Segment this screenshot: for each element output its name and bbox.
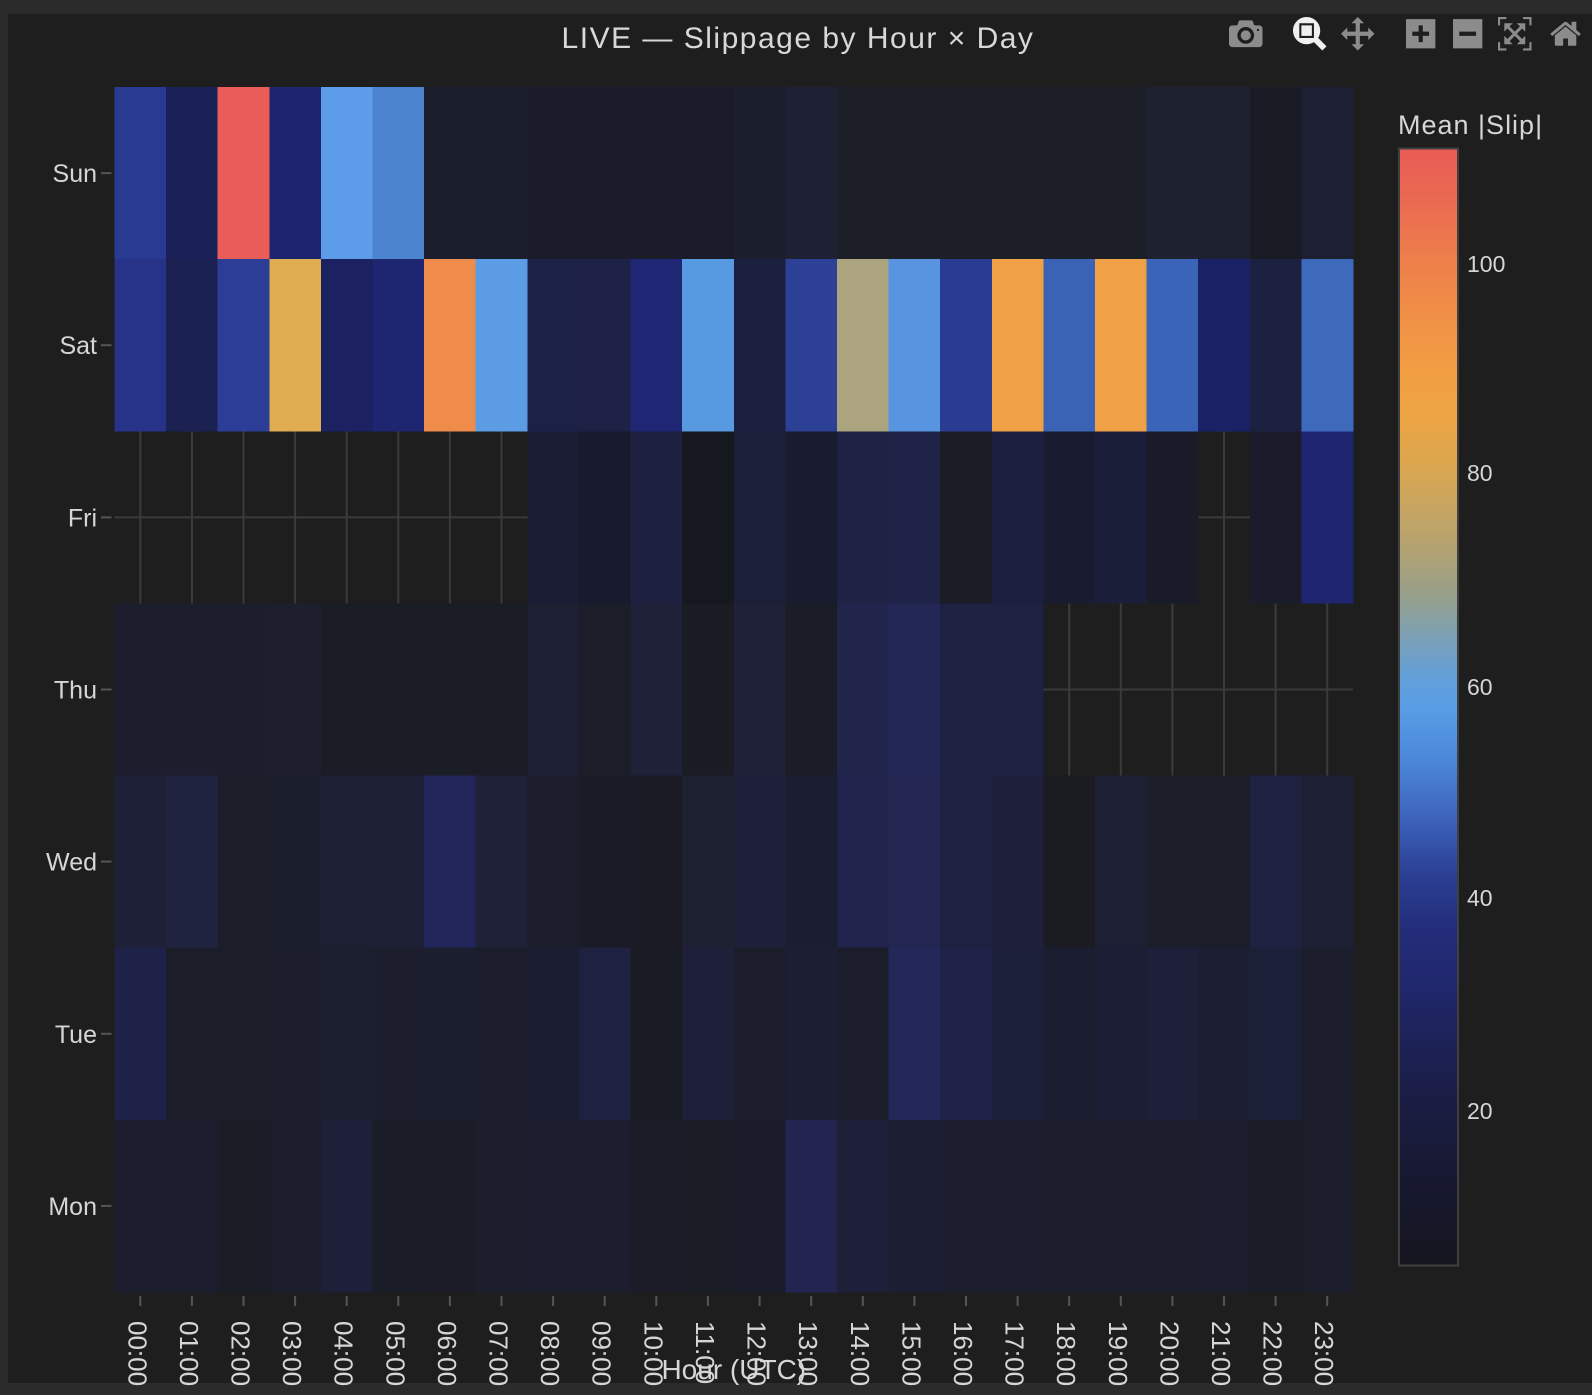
svg-text:Mon: Mon bbox=[48, 1193, 97, 1221]
svg-text:Sun: Sun bbox=[53, 160, 97, 188]
svg-text:19:00: 19:00 bbox=[1103, 1321, 1133, 1386]
svg-text:02:00: 02:00 bbox=[226, 1321, 256, 1386]
svg-text:20: 20 bbox=[1467, 1098, 1493, 1124]
svg-text:00:00: 00:00 bbox=[122, 1321, 152, 1386]
svg-text:Sat: Sat bbox=[59, 332, 97, 360]
svg-text:100: 100 bbox=[1467, 251, 1505, 277]
svg-text:60: 60 bbox=[1467, 674, 1493, 700]
svg-text:13:00: 13:00 bbox=[793, 1321, 823, 1386]
svg-text:23:00: 23:00 bbox=[1309, 1321, 1339, 1386]
svg-text:40: 40 bbox=[1467, 885, 1493, 911]
svg-text:10:00: 10:00 bbox=[638, 1321, 668, 1386]
svg-text:07:00: 07:00 bbox=[484, 1321, 514, 1386]
svg-text:80: 80 bbox=[1467, 460, 1493, 486]
svg-text:22:00: 22:00 bbox=[1258, 1321, 1288, 1386]
svg-text:21:00: 21:00 bbox=[1206, 1321, 1236, 1386]
svg-text:04:00: 04:00 bbox=[329, 1321, 359, 1386]
svg-text:18:00: 18:00 bbox=[1051, 1321, 1081, 1386]
svg-text:Wed: Wed bbox=[46, 849, 97, 877]
svg-text:08:00: 08:00 bbox=[535, 1321, 565, 1386]
svg-text:05:00: 05:00 bbox=[380, 1321, 410, 1386]
svg-text:12:00: 12:00 bbox=[742, 1321, 772, 1386]
svg-text:20:00: 20:00 bbox=[1154, 1321, 1184, 1386]
svg-text:09:00: 09:00 bbox=[587, 1321, 617, 1386]
svg-text:11:00: 11:00 bbox=[690, 1321, 720, 1384]
svg-text:17:00: 17:00 bbox=[1000, 1321, 1030, 1386]
svg-text:Thu: Thu bbox=[54, 677, 97, 705]
svg-text:01:00: 01:00 bbox=[174, 1321, 204, 1386]
svg-text:LIVE — Slippage by Hour × Day: LIVE — Slippage by Hour × Day bbox=[562, 22, 1035, 55]
svg-text:Tue: Tue bbox=[55, 1021, 97, 1049]
svg-text:06:00: 06:00 bbox=[432, 1321, 462, 1386]
svg-text:Fri: Fri bbox=[68, 504, 97, 532]
svg-text:16:00: 16:00 bbox=[948, 1321, 978, 1386]
svg-text:15:00: 15:00 bbox=[896, 1321, 926, 1386]
svg-text:03:00: 03:00 bbox=[277, 1321, 307, 1386]
svg-text:14:00: 14:00 bbox=[845, 1321, 875, 1386]
svg-text:Hour (UTC): Hour (UTC) bbox=[661, 1354, 806, 1385]
svg-text:Mean |Slip|: Mean |Slip| bbox=[1398, 110, 1543, 140]
